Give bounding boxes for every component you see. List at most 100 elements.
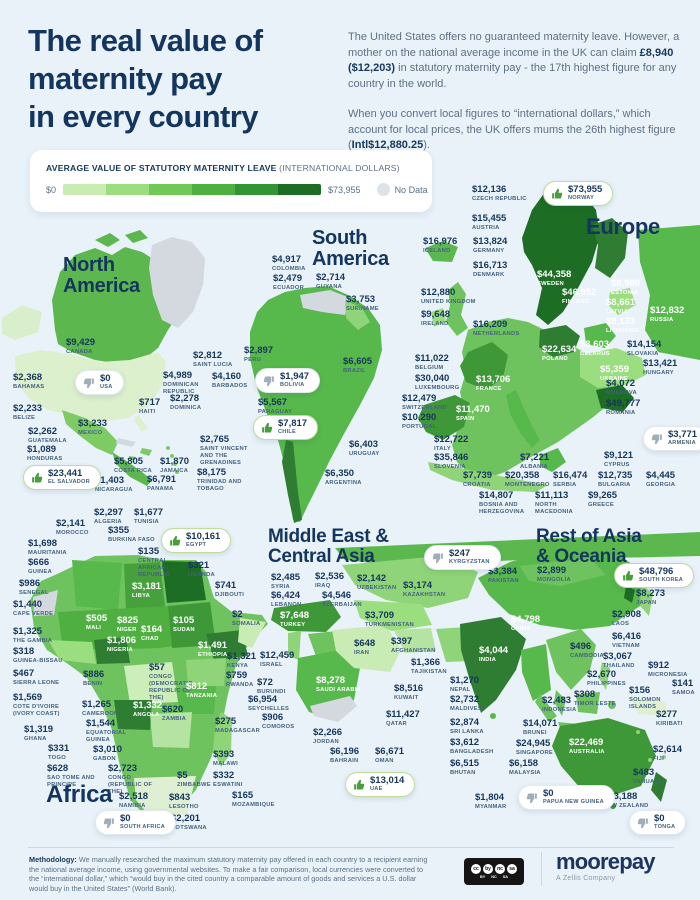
country-label-benin: $886 BENIN xyxy=(83,669,105,687)
thumbs-down-icon xyxy=(432,552,444,564)
country-label-spain: $11,470 SPAIN xyxy=(456,404,490,422)
country-label-bulgaria: $12,735 BULGARIA xyxy=(598,470,633,488)
country-label-latvia: $8,661 LATVIA xyxy=(606,297,636,315)
country-label-brunei: $14,071 BRUNEI xyxy=(523,718,558,736)
thumbs-up-icon xyxy=(353,779,365,791)
country-label-nicaragua: $1,403 NICARAGUA xyxy=(95,475,133,493)
country-label-micronesia: $912 MICRONESIA xyxy=(648,660,688,678)
country-label-niger: $825 NIGER xyxy=(117,615,139,633)
country-label-estonia: $8,980 ESTONIA xyxy=(611,278,641,296)
country-label-nigeria: $1,806 NIGERIA xyxy=(107,635,137,653)
country-label-pakistan: $3,384 PAKISTAN xyxy=(488,566,519,584)
callout-kyrgyzstan: $247 KYRGYZSTAN xyxy=(424,545,501,570)
country-label-russia: $12,832 RUSSIA xyxy=(650,305,685,323)
country-label-serbia: $16,474 SERBIA xyxy=(553,470,588,488)
country-label-lebanon: $6,424 LEBANON xyxy=(271,590,302,608)
region-title-south-america: South America xyxy=(312,227,389,271)
country-label-canada: $9,429 CANADA xyxy=(66,337,96,355)
country-label-mozambique: $165 MOZAMBIQUE xyxy=(232,790,275,808)
callout-tonga: $0 TONGA xyxy=(629,810,687,835)
callout-el-salvador: $23,441 EL SALVADOR xyxy=(23,465,101,490)
intro-paragraph-2: When you convert local figures to “inter… xyxy=(348,108,676,151)
country-label-united-kingdom: $12,880 UNITED KINGDOM xyxy=(421,287,476,305)
country-label-mali: $505 MALI xyxy=(86,613,108,631)
country-label-denmark: $16,713 DENMARK xyxy=(473,260,508,278)
country-label-belgium: $11,022 BELGIUM xyxy=(415,353,449,371)
country-label-saint-lucia: $2,812 SAINT LUCIA xyxy=(193,350,233,368)
country-label-iran: $648 IRAN xyxy=(354,638,376,656)
country-label-djibouti: $741 DJIBOUTI xyxy=(215,580,245,598)
country-label-new-zealand: $13,188 NEW ZEALAND xyxy=(603,791,649,809)
country-label-eswatini: $332 ESWATINI xyxy=(213,770,243,788)
country-label-ecuador: $2,479 ECUADOR xyxy=(273,273,305,291)
country-label-mongolia: $2,899 MONGOLIA xyxy=(537,565,571,583)
region-title-north-america: North America xyxy=(63,254,140,298)
country-label-nepal: $1,270 NEPAL xyxy=(450,675,480,693)
country-label-colombia: $4,917 COLOMBIA xyxy=(272,254,306,272)
country-label-seychelles: $6,954 SEYCHELLES xyxy=(248,694,290,712)
country-label-turkey: $7,648 TURKEY xyxy=(280,610,310,628)
country-label-libya: $3,181 LIBYA xyxy=(132,581,162,599)
country-label-mauritania: $1,698 MAURITANIA xyxy=(28,538,67,556)
country-label-montenegro: $20,358 MONTENEGRO xyxy=(505,470,550,488)
callout-usa: $0 USA xyxy=(75,370,124,395)
country-label-barbados: $4,160 BARBADOS xyxy=(212,371,248,389)
country-label-cape-verde: $1,440 CAPE VERDE xyxy=(13,599,54,617)
country-label-guyana: $2,714 GUYANA xyxy=(316,272,346,290)
intro-paragraph-1: The United States offers no guaranteed m… xyxy=(348,31,680,90)
country-label-guinea: $666 GUINEA xyxy=(28,557,53,575)
country-label-tunisia: $1,677 TUNISIA xyxy=(134,507,164,525)
country-label-qatar: $11,427 QATAR xyxy=(386,709,420,727)
country-label-greece: $9,265 GREECE xyxy=(588,490,618,508)
country-label-uruguay: $6,403 URUGUAY xyxy=(349,439,380,457)
country-label-kiribati: $277 KIRIBATI xyxy=(656,709,683,727)
country-label-azerbaijan: $4,546 AZERBAIJAN xyxy=(322,590,362,608)
country-label-dominica: $2,278 DOMINICA xyxy=(170,393,202,411)
country-label-jordan: $2,266 JORDAN xyxy=(313,727,343,745)
country-label-sri-lanka: $2,874 SRI LANKA xyxy=(450,717,484,735)
country-label-congo-republic-of-the: $2,723 CONGO (REPUBLIC OF THE) xyxy=(108,763,153,795)
country-label-dominican-republic: $4,989 DOMINICAN REPUBLIC xyxy=(163,370,199,395)
country-label-thailand: $3,067 THAILAND xyxy=(603,651,635,669)
legend-no-data-label: No Data xyxy=(394,184,428,195)
country-label-france: $13,706 FRANCE xyxy=(476,374,511,392)
page-title: The real value of maternity pay in every… xyxy=(28,23,263,134)
country-label-brazil: $6,605 BRAZIL xyxy=(343,356,373,374)
methodology-text: Methodology: We manually researched the … xyxy=(29,855,428,894)
country-label-australia: $22,469 AUSTRALIA xyxy=(569,737,605,755)
country-label-switzerland: $12,479 SWITZERLAND xyxy=(402,393,447,411)
country-label-moldova: $4,072 MOLDOVA xyxy=(606,378,637,396)
region-title-europe: Europe xyxy=(586,214,660,239)
country-label-germany: $13,824 GERMANY xyxy=(473,236,508,254)
country-label-costa-rica: $5,805 COSTA RICA xyxy=(114,456,152,474)
country-label-bangladesh: $3,612 BANGLADESH xyxy=(450,737,494,755)
country-label-comoros: $906 COMOROS xyxy=(262,712,295,730)
country-label-oman: $6,671 OMAN xyxy=(375,746,405,764)
country-label-japan: $8,273 JAPAN xyxy=(636,588,666,606)
country-label-mexico: $3,233 MEXICO xyxy=(78,418,108,436)
country-label-albania: $7,221 ALBANIA xyxy=(520,452,550,470)
country-label-iraq: $2,536 IRAQ xyxy=(315,571,345,589)
country-label-angola: $1,332 ANGOLA xyxy=(133,700,163,718)
thumbs-down-icon xyxy=(526,792,538,804)
brand-subtitle: A Zellis Company xyxy=(556,875,616,882)
country-label-bahamas: $2,368 BAHAMAS xyxy=(13,372,45,390)
country-label-croatia: $7,739 CROATIA xyxy=(463,470,493,488)
country-label-burkina-faso: $355 BURKINA FASO xyxy=(108,525,155,543)
country-label-gabon: $3,010 GABON xyxy=(93,744,123,762)
country-label-north-macedonia: $11,113 NORTH MACEDONIA xyxy=(535,490,573,515)
country-label-namibia: $2,518 NAMIBIA xyxy=(119,791,149,809)
thumbs-down-icon xyxy=(83,377,95,389)
moorepay-logo: moorepay A Zellis Company xyxy=(556,849,656,883)
brand-name: moorepay xyxy=(556,849,656,874)
country-label-panama: $6,791 PANAMA xyxy=(147,474,177,492)
country-label-central-african-republic: $135 CENTRAL AFRICAN REPUBLIC xyxy=(138,546,170,578)
country-label-zambia: $620 ZAMBIA xyxy=(162,704,187,722)
country-label-chad: $164 CHAD xyxy=(141,624,163,642)
thumbs-up-icon xyxy=(261,422,273,434)
country-label-guatemala: $2,262 GUATEMALA xyxy=(28,426,67,444)
callout-south-africa: $0 SOUTH AFRICA xyxy=(95,810,177,835)
country-label-syria: $2,485 SYRIA xyxy=(271,572,301,590)
callout-norway: $73,955 NORWAY xyxy=(543,181,614,206)
country-label-slovenia: $35,846 SLOVENIA xyxy=(434,452,469,470)
